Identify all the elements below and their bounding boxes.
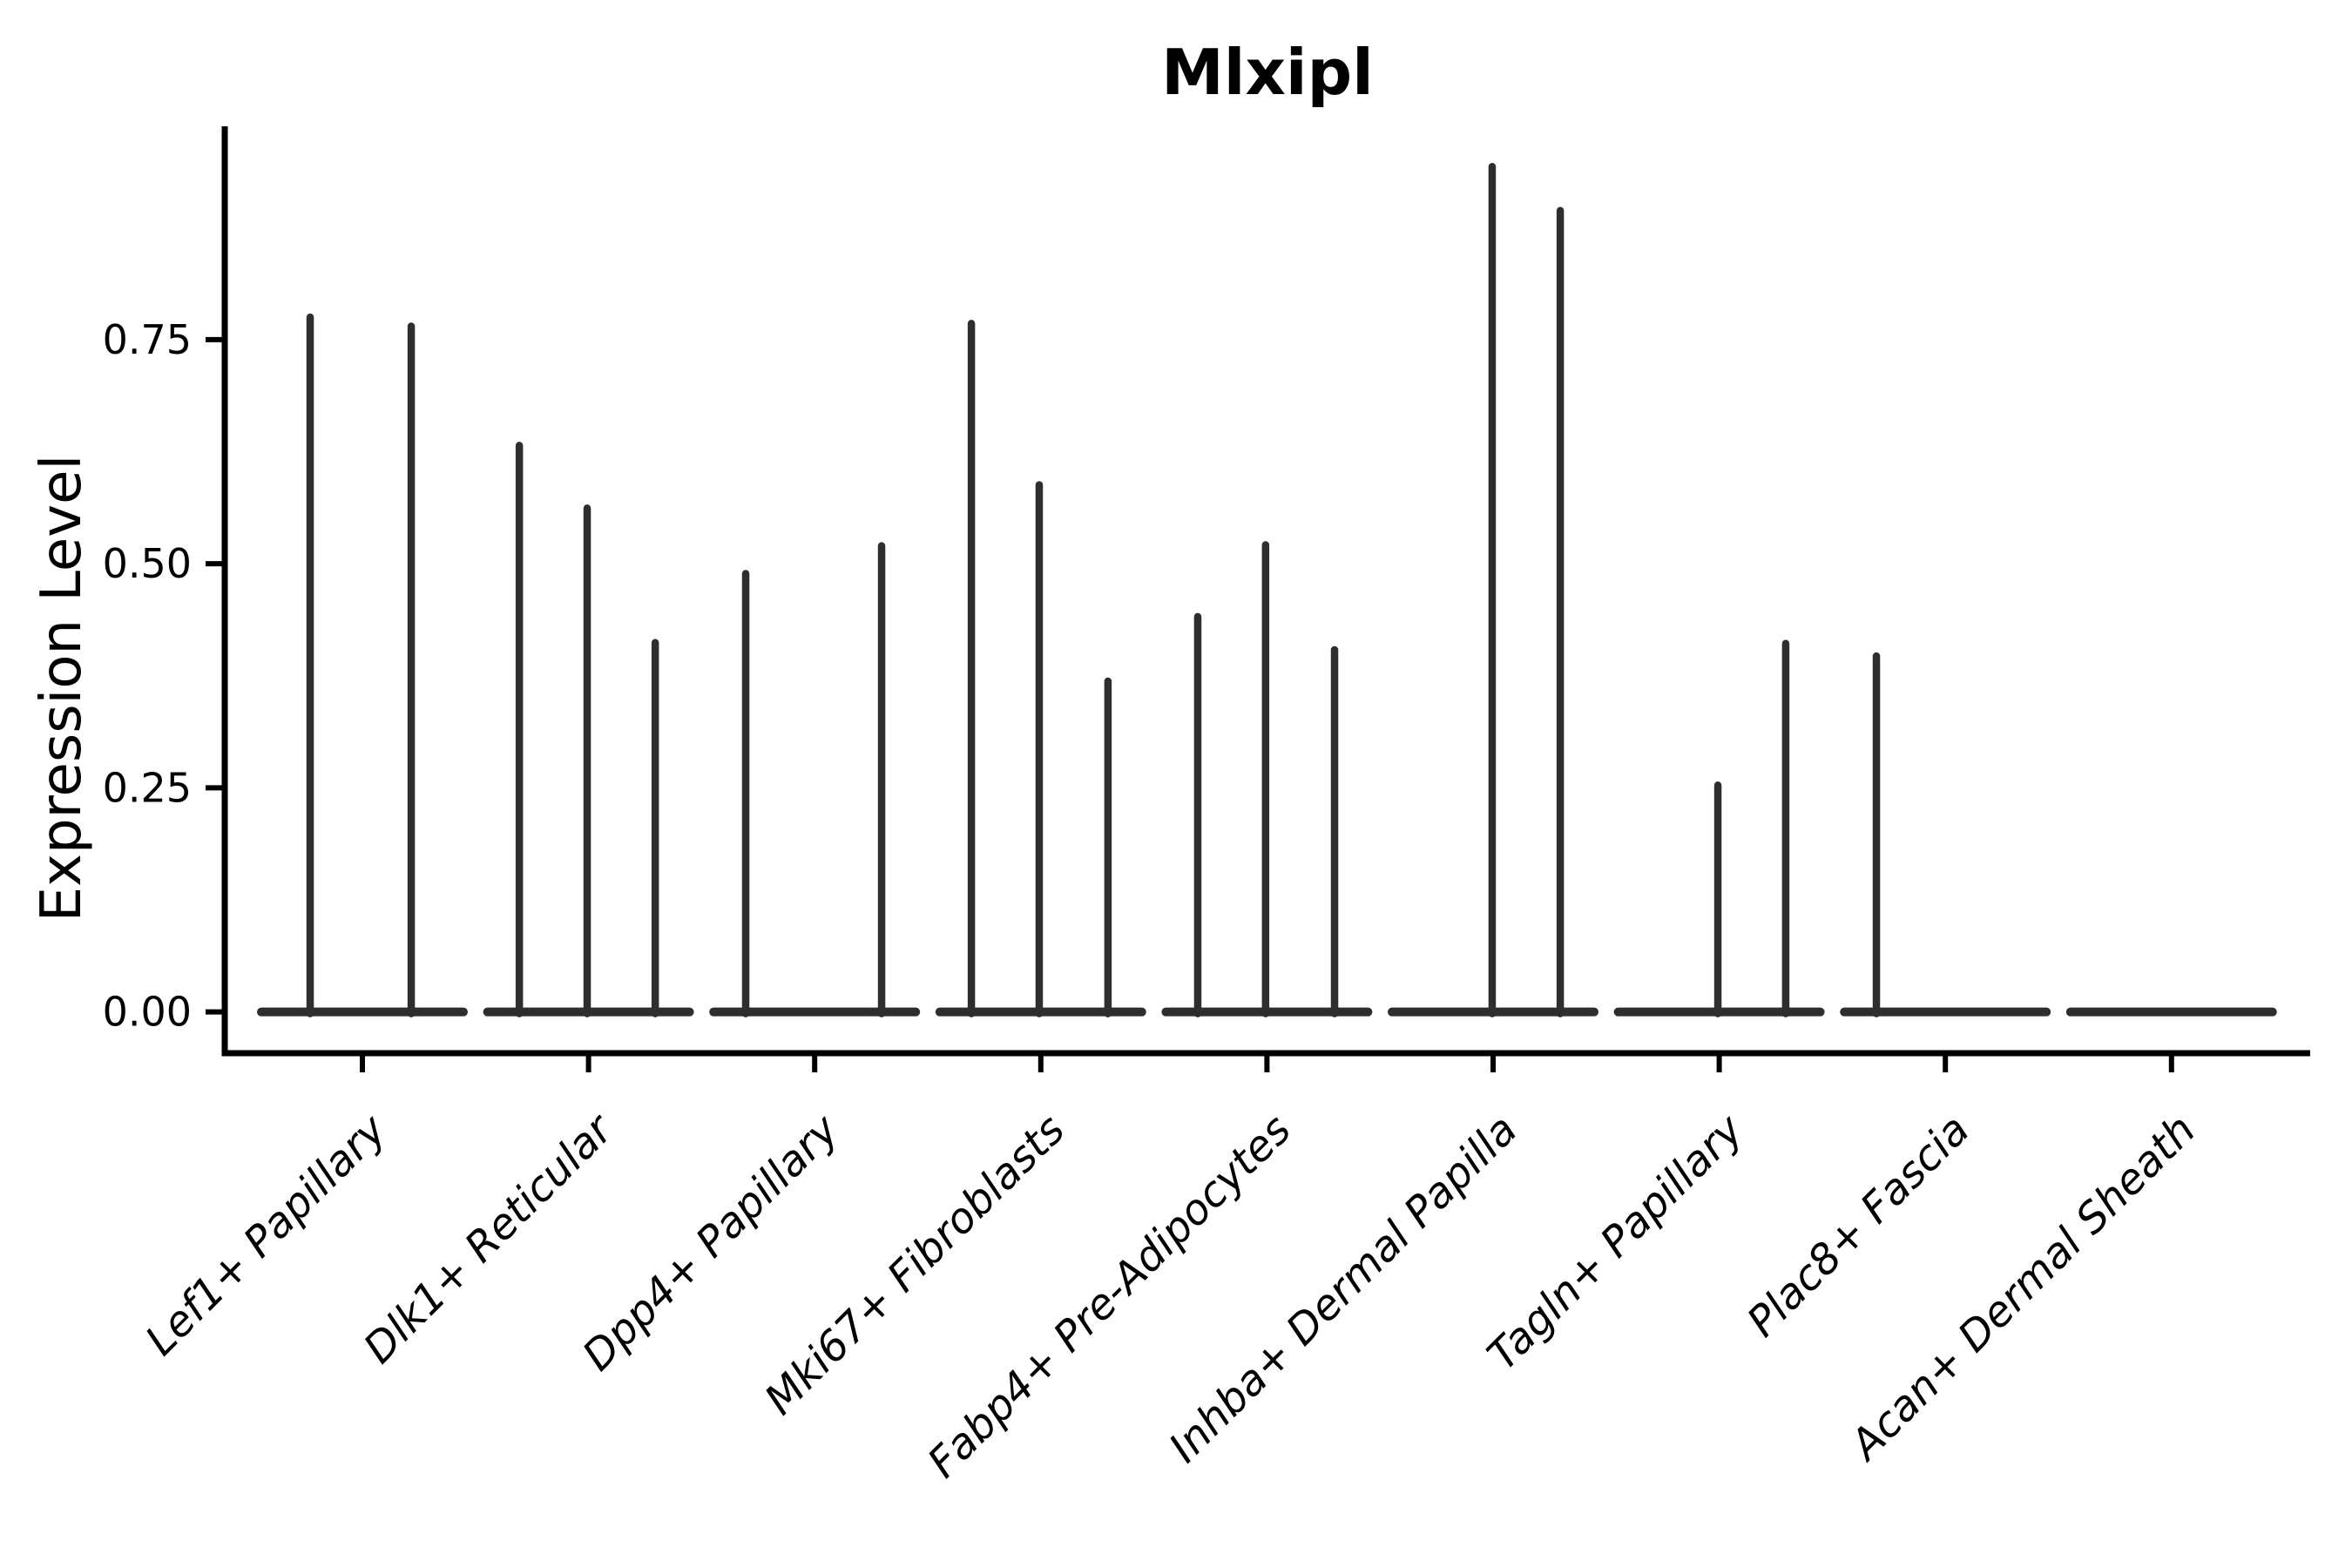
y-tick-label: 0.50 xyxy=(103,540,192,587)
chart-title: Mlxipl xyxy=(1161,36,1374,109)
y-tick-label: 0.75 xyxy=(103,316,192,363)
x-tick-label: Plac8+ Fascia xyxy=(1738,1105,1979,1347)
violin-6 xyxy=(1388,163,1598,1017)
y-tick-label: 0.00 xyxy=(103,989,192,1036)
x-tick-label: Fabp4+ Pre-Adipocytes xyxy=(918,1105,1301,1488)
violin-2 xyxy=(483,442,694,1017)
violin-3 xyxy=(709,542,921,1017)
violin-7 xyxy=(1613,639,1825,1017)
violin-1 xyxy=(257,313,468,1017)
violin-layer xyxy=(257,163,2277,1017)
violin-body xyxy=(1840,1007,2051,1017)
violin-5 xyxy=(1161,541,1373,1017)
x-tick-label: Dlk1+ Reticular xyxy=(355,1104,625,1374)
y-tick-label: 0.25 xyxy=(103,764,192,811)
violin-body xyxy=(257,1007,468,1017)
violin-9 xyxy=(2065,1007,2277,1017)
y-axis-label: Expression Level xyxy=(30,455,94,923)
violin-8 xyxy=(1840,652,2051,1017)
violin-body xyxy=(709,1007,921,1017)
violin-4 xyxy=(935,320,1146,1017)
violin-body xyxy=(2065,1007,2277,1017)
x-tick-label: Lef1+ Papillary xyxy=(136,1105,396,1365)
